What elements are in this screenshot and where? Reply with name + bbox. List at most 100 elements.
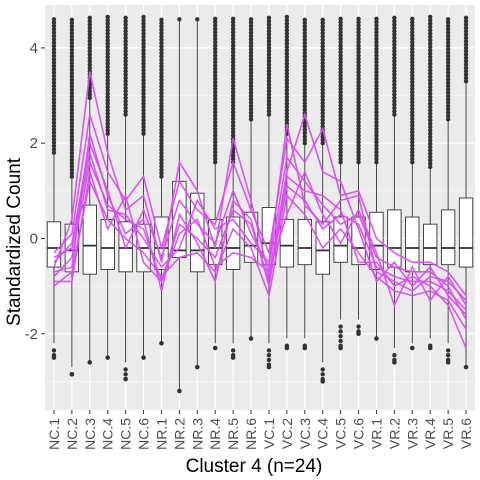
outlier-point bbox=[69, 110, 75, 116]
outlier-point bbox=[320, 50, 325, 56]
outlier-point bbox=[302, 20, 307, 26]
outlier-point bbox=[159, 17, 164, 22]
outlier-point bbox=[374, 76, 379, 82]
outlier-point bbox=[69, 120, 75, 126]
outlier-point bbox=[374, 123, 379, 128]
outlier-point bbox=[320, 47, 325, 52]
outlier-point bbox=[428, 161, 433, 166]
outlier-point bbox=[51, 117, 57, 122]
outlier-point bbox=[105, 114, 110, 120]
outlier-point bbox=[410, 23, 415, 28]
outlier-point bbox=[463, 72, 469, 77]
x-tick-label: NC.3 bbox=[82, 418, 98, 450]
outlier-point bbox=[463, 364, 469, 370]
outlier-point bbox=[338, 100, 343, 105]
outlier-point bbox=[230, 33, 236, 38]
outlier-point bbox=[356, 100, 361, 105]
x-tick-label: NC.5 bbox=[118, 418, 134, 450]
outlier-point bbox=[266, 52, 272, 57]
x-tick-label: NR.1 bbox=[153, 418, 169, 450]
outlier-point bbox=[51, 348, 57, 353]
outlier-point bbox=[338, 83, 343, 88]
outlier-point bbox=[410, 56, 415, 62]
outlier-point bbox=[284, 21, 290, 26]
outlier-point bbox=[87, 49, 92, 54]
outlier-point bbox=[392, 102, 397, 107]
outlier-point bbox=[51, 123, 57, 129]
outlier-point bbox=[428, 118, 433, 123]
outlier-point bbox=[266, 62, 272, 67]
outlier-point bbox=[410, 63, 415, 68]
outlier-point bbox=[69, 70, 75, 76]
outlier-point bbox=[213, 56, 218, 62]
outlier-point bbox=[338, 133, 343, 138]
outlier-point bbox=[105, 111, 110, 116]
outlier-point bbox=[463, 52, 469, 57]
outlier-point bbox=[428, 48, 433, 53]
outlier-point bbox=[374, 69, 379, 75]
outlier-point bbox=[445, 73, 451, 79]
outlier-point bbox=[266, 89, 272, 94]
outlier-point bbox=[374, 146, 379, 152]
outlier-point bbox=[410, 116, 415, 122]
outlier-point bbox=[428, 114, 433, 120]
outlier-point bbox=[230, 116, 236, 122]
outlier-point bbox=[410, 86, 415, 92]
outlier-point bbox=[105, 78, 110, 83]
outlier-point bbox=[445, 70, 451, 75]
outlier-point bbox=[302, 137, 307, 143]
outlier-point bbox=[445, 87, 451, 92]
outlier-point bbox=[356, 46, 361, 52]
outlier-point bbox=[428, 131, 433, 136]
outlier-point bbox=[159, 60, 164, 66]
outlier-point bbox=[284, 44, 290, 50]
outlier-point bbox=[392, 32, 397, 37]
outlier-point bbox=[69, 114, 75, 119]
outlier-point bbox=[320, 70, 325, 76]
outlier-point bbox=[410, 73, 415, 78]
outlier-point bbox=[338, 140, 343, 145]
outlier-point bbox=[105, 71, 110, 76]
outlier-point bbox=[356, 53, 361, 58]
outlier-point bbox=[159, 170, 164, 176]
outlier-point bbox=[374, 150, 379, 155]
outlier-point bbox=[410, 96, 415, 102]
outlier-point bbox=[302, 34, 307, 39]
outlier-point bbox=[356, 103, 361, 108]
outlier-point bbox=[123, 82, 128, 87]
outlier-point bbox=[51, 147, 57, 152]
outlier-point bbox=[248, 103, 254, 109]
outlier-point bbox=[356, 150, 361, 155]
outlier-point bbox=[248, 87, 254, 92]
outlier-point bbox=[338, 66, 343, 72]
outlier-point bbox=[266, 42, 272, 47]
outlier-point bbox=[374, 83, 379, 88]
outlier-point bbox=[284, 24, 290, 30]
outlier-point bbox=[284, 101, 290, 106]
box-body bbox=[297, 218, 312, 266]
outlier-point bbox=[302, 134, 307, 139]
outlier-point bbox=[338, 43, 343, 48]
outlier-point bbox=[463, 59, 469, 64]
outlier-point bbox=[428, 88, 433, 93]
outlier-point bbox=[213, 66, 218, 72]
outlier-point bbox=[159, 30, 164, 36]
outlier-point bbox=[87, 55, 92, 61]
outlier-point bbox=[123, 69, 128, 74]
outlier-point bbox=[463, 42, 469, 47]
outlier-point bbox=[338, 36, 343, 42]
outlier-point bbox=[194, 364, 200, 370]
outlier-point bbox=[392, 65, 397, 71]
outlier-point bbox=[105, 84, 110, 90]
box-body bbox=[154, 216, 169, 270]
outlier-point bbox=[338, 23, 343, 28]
outlier-point bbox=[428, 94, 433, 100]
outlier-point bbox=[284, 88, 290, 93]
outlier-point bbox=[159, 70, 164, 76]
outlier-point bbox=[213, 156, 218, 162]
outlier-point bbox=[284, 114, 290, 120]
outlier-point bbox=[213, 53, 218, 58]
outlier-point bbox=[284, 78, 290, 83]
outlier-point bbox=[302, 47, 307, 52]
outlier-point bbox=[87, 59, 92, 64]
